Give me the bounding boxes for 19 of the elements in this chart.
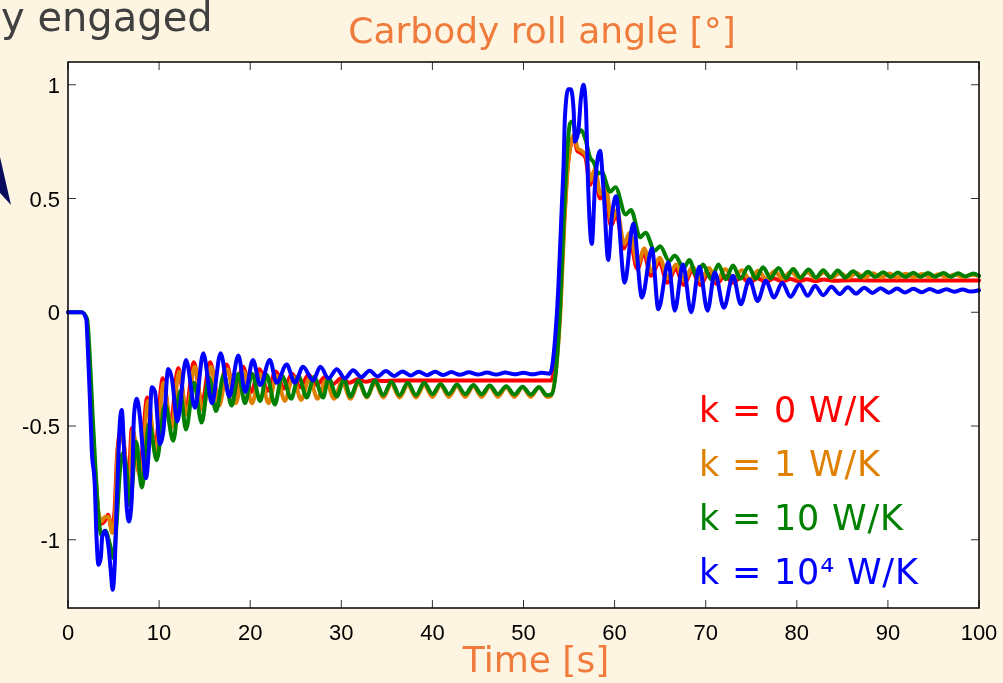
y-tick-label: -0.5 [22, 414, 60, 439]
x-tick-label: 70 [693, 620, 718, 645]
y-tick-label: -1 [40, 527, 60, 553]
x-tick-label: 10 [146, 620, 172, 645]
x-tick-label: 30 [329, 620, 354, 645]
x-tick-label: 20 [237, 620, 263, 645]
chart-title: Carbody roll angle [°] [348, 10, 736, 51]
text: k = 10 W/K [699, 498, 905, 538]
x-tick-label: 80 [784, 620, 810, 645]
text: k = 0 W/K [699, 390, 882, 430]
x-tick-label: 40 [420, 620, 445, 645]
text: y engaged [1, 0, 213, 40]
x-tick-label: 90 [875, 620, 901, 645]
text: k = 1 W/K [699, 444, 882, 484]
x-tick-label: 100 [960, 620, 998, 645]
y-tick-label: 0 [47, 300, 60, 326]
y-tick-label: 0.5 [29, 186, 60, 212]
y-tick-label: 1 [47, 72, 60, 98]
text: k = 10⁴ W/K [699, 552, 919, 592]
